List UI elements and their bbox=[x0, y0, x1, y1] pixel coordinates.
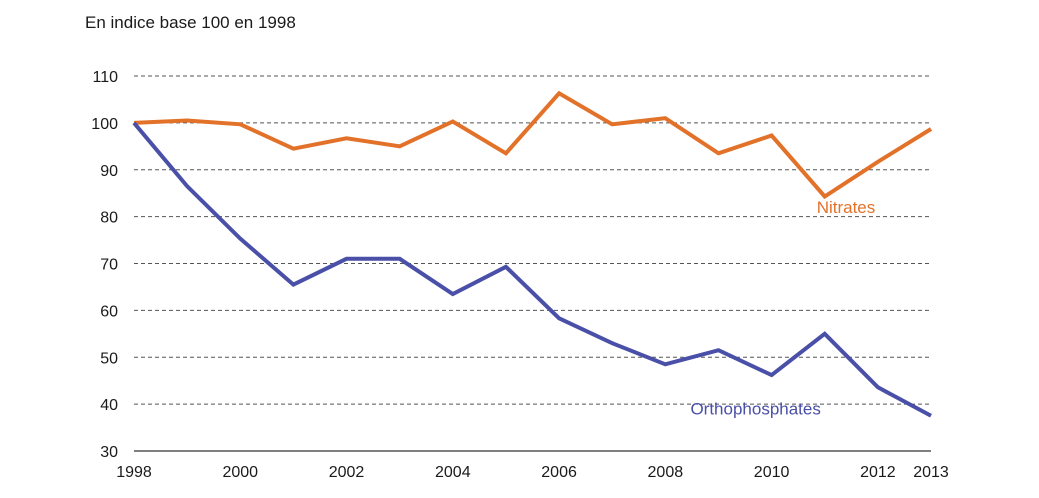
x-tick-label: 2012 bbox=[860, 464, 896, 481]
y-tick-label: 80 bbox=[100, 210, 118, 227]
x-tick-label: 2008 bbox=[648, 464, 684, 481]
x-tick-label: 1998 bbox=[116, 464, 152, 481]
x-tick-label: 2013 bbox=[913, 464, 949, 481]
x-tick-label: 2006 bbox=[541, 464, 577, 481]
y-axis-tick-labels: 110 100 90 80 70 60 50 40 30 bbox=[91, 69, 118, 461]
unit-label: En indice base 100 en 1998 bbox=[85, 13, 296, 32]
x-axis-tick-labels: 1998 2000 2002 2004 2006 2008 2010 2012 2013 bbox=[116, 464, 949, 481]
x-tick-label: 2002 bbox=[329, 464, 365, 481]
series-labels: Nitrates Orthophosphates bbox=[690, 198, 875, 419]
x-tick-label: 2010 bbox=[754, 464, 790, 481]
y-tick-label: 70 bbox=[100, 257, 118, 274]
y-tick-label: 50 bbox=[100, 350, 118, 367]
series-line-nitrates bbox=[133, 90, 933, 200]
y-tick-label: 60 bbox=[100, 303, 118, 320]
y-tick-label: 30 bbox=[100, 444, 118, 461]
series-line-orthophosphates bbox=[132, 121, 932, 418]
series-lines bbox=[132, 90, 933, 418]
y-tick-label: 110 bbox=[92, 69, 118, 86]
series-label-orthophosphates: Orthophosphates bbox=[690, 399, 820, 418]
series-label-nitrates: Nitrates bbox=[817, 198, 876, 217]
y-tick-label: 100 bbox=[91, 116, 118, 133]
x-tick-label: 2000 bbox=[222, 464, 258, 481]
x-tick-label: 2004 bbox=[435, 464, 471, 481]
y-tick-label: 90 bbox=[100, 163, 118, 180]
y-tick-label: 40 bbox=[100, 397, 118, 414]
